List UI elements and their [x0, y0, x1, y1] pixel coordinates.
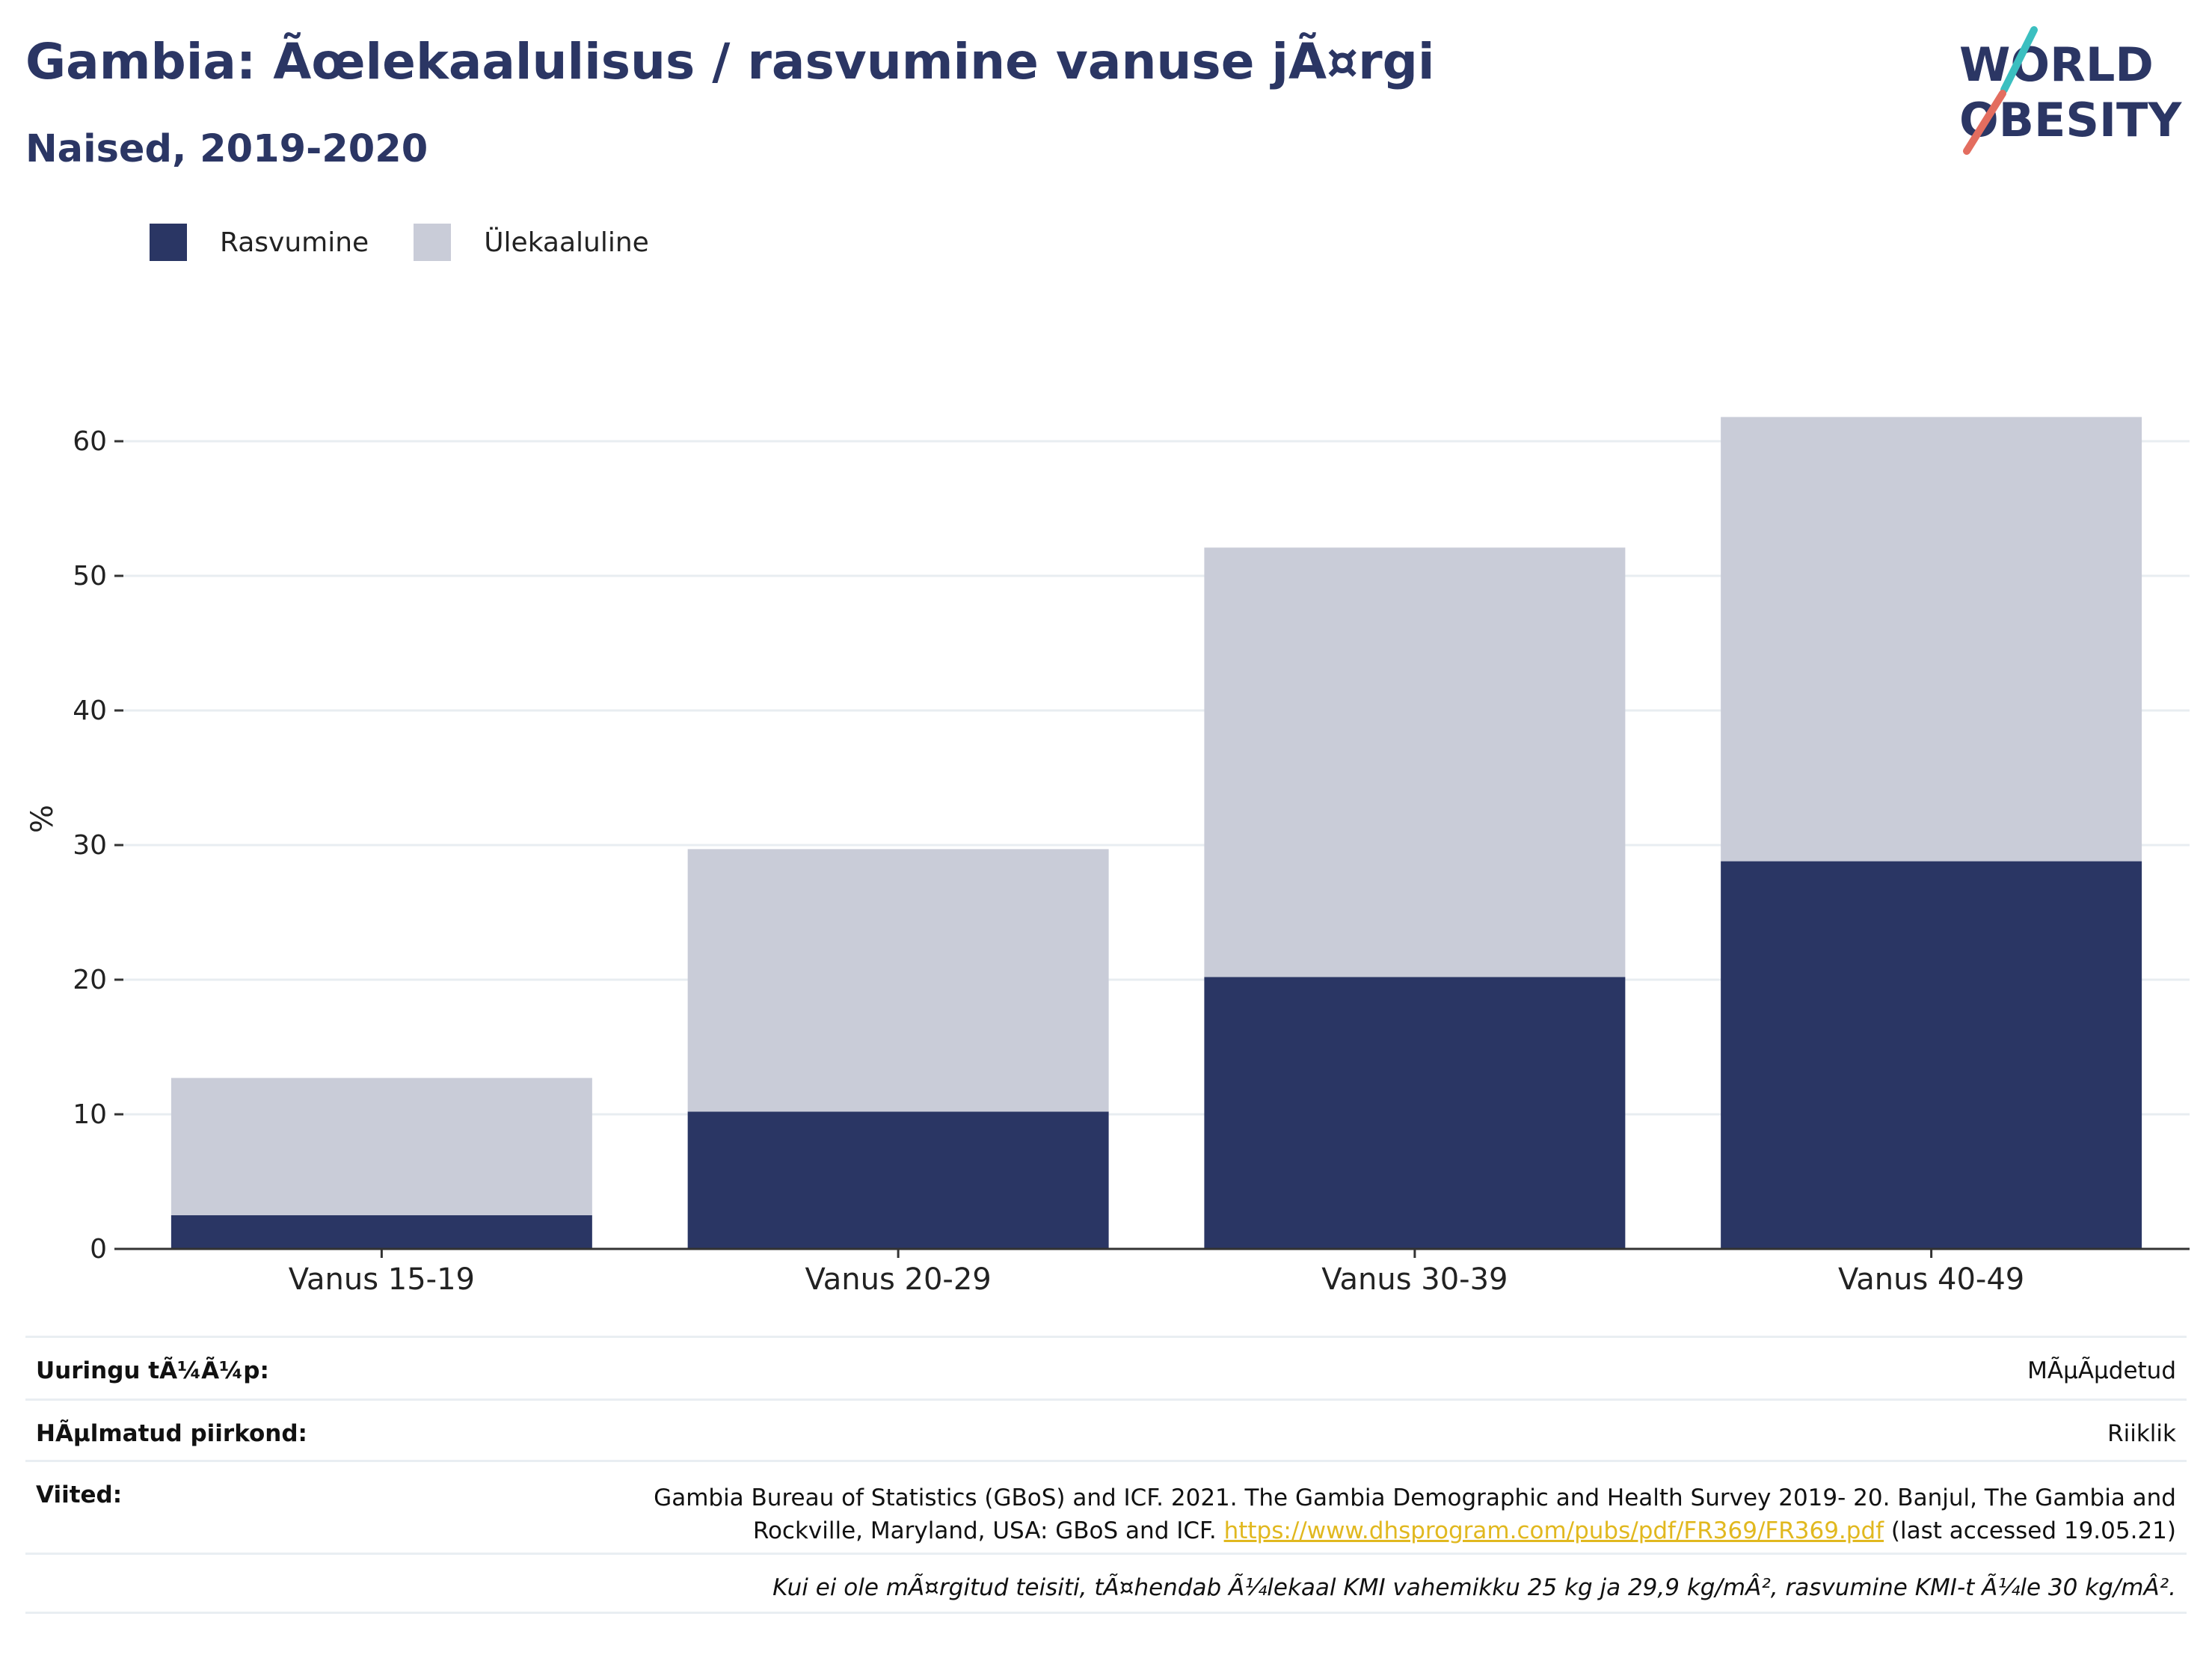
- logo-line1: WORLD: [1959, 37, 2154, 92]
- bar-rasvumine-2: [687, 1111, 1109, 1249]
- y-axis: 0 10 20 30 40 50 60: [73, 426, 123, 1265]
- x-tick-label-1: Vanus 15-19: [289, 1262, 475, 1297]
- legend-swatch-ulekaaluline: [414, 224, 452, 261]
- survey-type-value: MÃµÃµdetud: [2027, 1357, 2176, 1384]
- references-text-2: Rockville, Maryland, USA: GBoS and ICF.: [752, 1517, 1217, 1544]
- y-tick-label-60: 60: [73, 426, 107, 457]
- y-tick-label-40: 40: [73, 696, 107, 726]
- footer-row-note: Kui ei ole mÃ¤rgitud teisiti, tÃ¤hendab …: [25, 1553, 2187, 1614]
- legend-item-rasvumine: Rasvumine: [150, 224, 369, 261]
- footer-row-survey-type: Uuringu tÃ¼Ã¼p: MÃµÃµdetud: [25, 1336, 2187, 1398]
- logo-slash-coral: [1963, 90, 2006, 155]
- page-subtitle: Naised, 2019-2020: [25, 127, 428, 171]
- x-tick-label-2: Vanus 20-29: [805, 1262, 991, 1297]
- footer-row-coverage: HÃµlmatud piirkond: Riiklik: [25, 1398, 2187, 1460]
- logo-slash-teal: [2000, 26, 2038, 93]
- y-tick-label-0: 0: [90, 1234, 107, 1265]
- legend-label-ulekaaluline: Ülekaaluline: [484, 227, 649, 258]
- page-title: Gambia: Ãœlekaalulisus / rasvumine vanus…: [25, 33, 1435, 90]
- references-text: Gambia Bureau of Statistics (GBoS) and I…: [654, 1481, 2176, 1547]
- bar-rasvumine-4: [1721, 861, 2142, 1249]
- chart-footer: Uuringu tÃ¼Ã¼p: MÃµÃµdetud HÃµlmatud pii…: [25, 1336, 2187, 1614]
- coverage-value: Riiklik: [2107, 1420, 2176, 1447]
- bar-ulekaaluline-4: [1721, 417, 2142, 862]
- x-axis: Vanus 15-19 Vanus 20-29 Vanus 30-39 Vanus 4…: [123, 1247, 2190, 1297]
- references-label: Viited:: [36, 1481, 123, 1508]
- bar-rasvumine-1: [170, 1215, 592, 1249]
- x-tick-label-3: Vanus 30-39: [1321, 1262, 1508, 1297]
- bar-rasvumine-3: [1204, 977, 1626, 1249]
- y-tick-label-30: 30: [73, 830, 107, 861]
- y-axis-label: %: [25, 805, 60, 833]
- references-text-1: Gambia Bureau of Statistics (GBoS) and I…: [654, 1484, 2176, 1511]
- bar-ulekaaluline-1: [170, 1078, 592, 1215]
- bar-ulekaaluline-3: [1204, 547, 1626, 977]
- references-link[interactable]: https://www.dhsprogram.com/pubs/pdf/FR36…: [1223, 1517, 1884, 1544]
- y-tick-label-50: 50: [73, 561, 107, 592]
- y-tick-label-10: 10: [73, 1099, 107, 1130]
- legend-item-ulekaaluline: Ülekaaluline: [414, 224, 649, 261]
- footer-note: Kui ei ole mÃ¤rgitud teisiti, tÃ¤hendab …: [772, 1574, 2176, 1601]
- x-tick-label-4: Vanus 40-49: [1838, 1262, 2024, 1297]
- y-tick-label-20: 20: [73, 965, 107, 995]
- references-accessed: (last accessed 19.05.21): [1890, 1517, 2176, 1544]
- legend-swatch-rasvumine: [150, 224, 187, 261]
- chart-bars: [170, 417, 2142, 1249]
- world-obesity-logo: WORLD OBESITY: [1959, 26, 2182, 155]
- coverage-label: HÃµlmatud piirkond:: [36, 1420, 307, 1447]
- chart-legend: Rasvumine Ülekaaluline: [150, 221, 694, 263]
- bar-ulekaaluline-2: [687, 849, 1109, 1112]
- footer-row-references: Viited: Gambia Bureau of Statistics (GBo…: [25, 1460, 2187, 1553]
- legend-label-rasvumine: Rasvumine: [220, 227, 369, 258]
- survey-type-label: Uuringu tÃ¼Ã¼p:: [36, 1357, 269, 1384]
